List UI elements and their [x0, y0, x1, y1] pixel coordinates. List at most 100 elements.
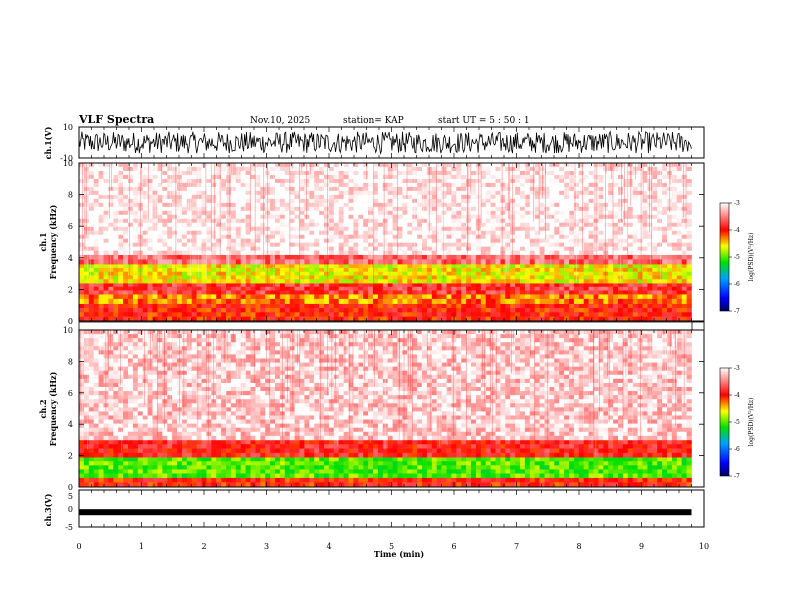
- spectrogram-cell: [578, 218, 584, 224]
- spectrogram-cell: [265, 316, 271, 322]
- spectrogram-cell: [500, 206, 506, 212]
- spectrogram-cell: [564, 166, 570, 172]
- spectrogram-cell: [559, 222, 565, 228]
- spectrogram-cell: [588, 246, 594, 251]
- spectrogram-cell: [216, 174, 222, 180]
- spectrogram-cell: [515, 267, 521, 272]
- spectrogram-cell: [495, 206, 501, 212]
- spectrogram-cell: [162, 298, 168, 304]
- spectrogram-cell: [412, 275, 418, 280]
- spectrogram-cell: [348, 182, 354, 188]
- spectrogram-cell: [377, 246, 384, 251]
- spectrogram-cell: [128, 198, 134, 204]
- spectrogram-cell: [681, 254, 687, 260]
- spectrogram-cell: [387, 242, 393, 247]
- spectrogram-cell: [98, 307, 104, 313]
- spectrogram-cell: [431, 271, 437, 276]
- spectrogram-cell: [113, 290, 119, 295]
- spectrogram-cell: [132, 174, 139, 180]
- spectrogram-cell: [240, 298, 246, 304]
- spectrogram-cell: [260, 226, 266, 232]
- spectrogram-cell: [79, 312, 85, 317]
- spectrogram-cell: [598, 279, 604, 284]
- spectrogram-cell: [622, 210, 629, 216]
- spectrogram-cell: [177, 198, 183, 204]
- spectrogram-cell: [118, 298, 124, 304]
- spectrogram-cell: [373, 298, 379, 304]
- spectrogram-cell: [392, 166, 398, 172]
- spectrogram-cell: [524, 218, 531, 224]
- spectrogram-cell: [88, 226, 94, 232]
- spectrogram-cell: [608, 286, 614, 291]
- spectrogram-cell: [353, 194, 359, 200]
- spectrogram-cell: [255, 290, 261, 295]
- spectrogram-cell: [520, 198, 526, 204]
- spectrogram-cell: [142, 283, 148, 288]
- spectrogram-cell: [475, 303, 482, 309]
- spectrogram-cell: [417, 271, 423, 276]
- spectrogram-cell: [128, 238, 134, 243]
- spectrogram-cell: [289, 238, 295, 243]
- spectrogram-cell: [608, 267, 614, 272]
- spectrogram-cell: [647, 166, 653, 172]
- spectrogram-cell: [603, 246, 609, 251]
- spectrogram-cell: [250, 307, 256, 313]
- spectrogram-cell: [485, 316, 491, 322]
- spectrogram-cell: [363, 163, 369, 168]
- spectrogram-cell: [436, 242, 442, 247]
- spectrogram-cell: [270, 190, 276, 196]
- spectrogram-cell: [451, 250, 457, 255]
- spectrogram-cell: [240, 194, 246, 200]
- spectrogram-cell: [544, 230, 550, 236]
- spectrogram-cell: [622, 275, 629, 280]
- spectrogram-cell: [128, 290, 134, 295]
- spectrogram-cell: [676, 259, 682, 265]
- spectrogram-cell: [373, 182, 379, 188]
- spectrogram-cell: [598, 271, 604, 276]
- spectrogram-cell: [201, 279, 207, 284]
- spectrogram-cell: [598, 283, 604, 288]
- spectrogram-cell: [333, 267, 339, 272]
- spectrogram-cell: [632, 206, 638, 212]
- spectrogram-cell: [240, 186, 246, 192]
- spectrogram-cell: [314, 250, 320, 255]
- spectrogram-cell: [221, 194, 227, 200]
- spectrogram-cell: [676, 174, 682, 180]
- spectrogram-cell: [564, 271, 570, 276]
- spectrogram-cell: [88, 259, 94, 265]
- spectrogram-cell: [441, 194, 447, 200]
- spectrogram-cell: [534, 264, 540, 269]
- spectrogram-cell: [250, 250, 256, 255]
- spectrogram-cell: [529, 242, 535, 247]
- spectrogram-cell: [549, 214, 555, 220]
- spectrogram-cell: [544, 178, 550, 184]
- spectrogram-cell: [603, 170, 609, 176]
- spectrogram-cell: [353, 182, 359, 188]
- spectrogram-cell: [275, 298, 281, 304]
- spectrogram-cell: [172, 163, 178, 168]
- spectrogram-cell: [485, 206, 491, 212]
- spectrogram-cell: [309, 226, 315, 232]
- spectrogram-cell: [103, 283, 109, 288]
- spectrogram-cell: [627, 279, 633, 284]
- spectrogram-cell: [235, 307, 241, 313]
- spectrogram-cell: [436, 283, 442, 288]
- spectrogram-cell: [172, 222, 178, 228]
- spectrogram-cell: [642, 174, 648, 180]
- spectrogram-cell: [549, 182, 555, 188]
- spectrogram-cell: [657, 259, 663, 265]
- spectrogram-cell: [397, 283, 403, 288]
- spectrogram-cell: [191, 303, 197, 309]
- spectrogram-cell: [299, 174, 305, 180]
- spectrogram-cell: [377, 307, 384, 313]
- spectrogram-cell: [613, 283, 619, 288]
- spectrogram-cell: [564, 238, 570, 243]
- spectrogram-cell: [181, 307, 188, 313]
- spectrogram-cell: [177, 254, 183, 260]
- spectrogram-cell: [260, 298, 266, 304]
- spectrogram-cell: [167, 194, 173, 200]
- spectrogram-cell: [529, 214, 535, 220]
- spectrogram-cell: [226, 279, 232, 284]
- spectrogram-cell: [657, 163, 663, 168]
- spectrogram-cell: [466, 190, 472, 196]
